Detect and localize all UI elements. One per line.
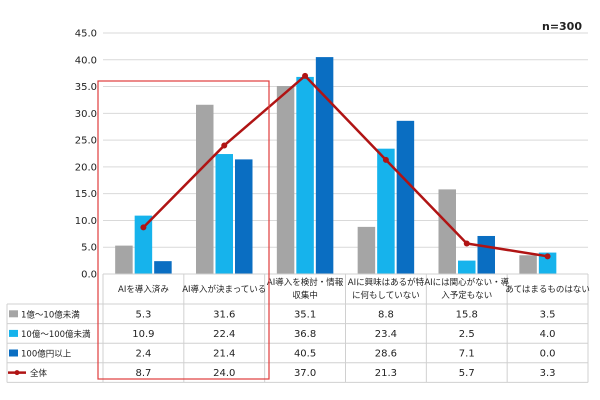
table-cell-value: 4.0 [540, 329, 556, 340]
category-label: AIには関心がない・導入予定もない [424, 277, 509, 301]
bar [196, 104, 214, 275]
legend-key [9, 329, 18, 337]
legend-series-name: 1億～10億未満 [21, 309, 80, 320]
bar [215, 154, 233, 274]
y-tick-label: 20.0 [75, 162, 97, 173]
y-tick-label: 45.0 [75, 29, 97, 40]
bar [115, 245, 133, 274]
legend-series-name: 全体 [30, 368, 48, 379]
bar [377, 148, 395, 274]
bar [134, 215, 153, 274]
table-cell-value: 15.8 [456, 309, 478, 320]
table-cell-value: 35.1 [294, 309, 316, 320]
table-cell-value: 5.7 [459, 368, 475, 379]
table-cell-value: 10.9 [132, 329, 154, 340]
bar [396, 120, 415, 274]
bar [438, 189, 456, 274]
legend-series-name: 100億円以上 [21, 349, 72, 360]
category-label: AIを導入済み [118, 284, 169, 295]
table-cell-value: 28.6 [375, 349, 397, 360]
line-point [463, 240, 470, 247]
legend-key [9, 310, 18, 318]
table-cell-value: 3.3 [540, 368, 556, 379]
legend-series-name: 10億～100億未満 [21, 329, 91, 340]
bar [477, 235, 495, 274]
bar [154, 261, 172, 274]
table-cell-value: 5.3 [135, 309, 151, 320]
table-cell-value: 22.4 [213, 329, 235, 340]
bar [296, 76, 314, 274]
legend-key [14, 370, 20, 376]
bar [538, 252, 557, 274]
table-cell-value: 21.4 [213, 349, 235, 360]
table-cell-value: 2.5 [459, 329, 475, 340]
bar [519, 255, 537, 274]
y-tick-label: 25.0 [75, 136, 97, 147]
bar [276, 86, 295, 275]
y-tick-label: 10.0 [75, 216, 97, 227]
line-point [140, 224, 147, 231]
line-point [221, 142, 228, 149]
bar [315, 57, 334, 274]
y-tick-label: 15.0 [75, 189, 97, 200]
table-cell-value: 40.5 [294, 349, 316, 360]
bar [458, 260, 476, 274]
legend-key [9, 349, 18, 357]
table-cell-value: 24.0 [213, 368, 235, 379]
table-cell-value: 36.8 [294, 329, 316, 340]
line-point [544, 253, 551, 260]
bar [235, 159, 253, 274]
table-cell-value: 0.0 [540, 349, 556, 360]
table-cell-value: 2.4 [135, 349, 151, 360]
table-cell-value: 21.3 [375, 368, 397, 379]
y-tick-label: 30.0 [75, 109, 97, 120]
table-cell-value: 23.4 [375, 329, 397, 340]
table-cell-value: 31.6 [213, 309, 235, 320]
category-label: AI導入を検討・情報収集中 [267, 277, 344, 301]
line-point [302, 72, 309, 79]
line-point [382, 156, 389, 163]
table-cell-value: 7.1 [459, 349, 475, 360]
sample-size-note: n=300 [541, 20, 582, 33]
y-tick-label: 40.0 [75, 55, 97, 66]
table-cell-value: 8.8 [378, 309, 394, 320]
y-tick-label: 0.0 [81, 270, 97, 281]
table-cell-value: 37.0 [294, 368, 316, 379]
category-label: あてはまるものはない [505, 285, 590, 295]
category-label: AI導入が決まっている [182, 284, 266, 295]
table-cell-value: 3.5 [540, 309, 556, 320]
category-label: AIに興味はあるが特に何もしていない [348, 277, 425, 301]
line-series [142, 74, 548, 258]
bar [357, 226, 376, 274]
table-cell-value: 8.7 [135, 368, 151, 379]
highlight-box [97, 80, 270, 380]
y-tick-label: 5.0 [81, 243, 97, 254]
y-tick-label: 35.0 [75, 82, 97, 93]
